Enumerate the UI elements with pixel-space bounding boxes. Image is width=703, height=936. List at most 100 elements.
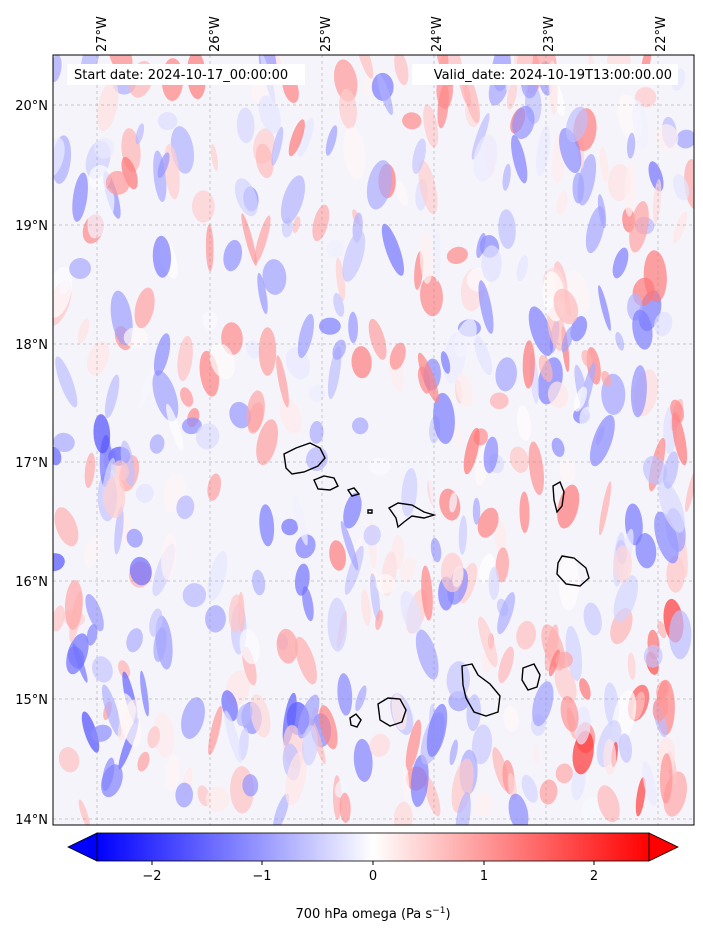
- omega-blob: [458, 515, 468, 555]
- omega-blob: [147, 726, 161, 749]
- omega-blob: [351, 346, 372, 379]
- omega-blob: [483, 436, 499, 474]
- omega-blob: [533, 746, 540, 766]
- colorbar-tick-label: 0: [369, 869, 377, 884]
- omega-blob: [415, 629, 439, 680]
- omega-blob: [195, 423, 220, 450]
- omega-blob: [400, 556, 416, 584]
- omega-blob: [242, 774, 259, 797]
- omega-blob: [627, 132, 636, 159]
- omega-blob: [343, 492, 362, 529]
- omega-blob: [474, 791, 493, 816]
- omega-blob: [319, 705, 338, 750]
- omega-blob: [478, 616, 498, 668]
- omega-blob: [433, 392, 455, 444]
- omega-blob: [137, 751, 150, 772]
- omega-blob: [676, 129, 694, 149]
- omega-blob: [652, 695, 669, 722]
- omega-blob: [421, 565, 433, 621]
- omega-blob: [498, 646, 514, 684]
- omega-blob: [629, 201, 649, 253]
- omega-blob: [597, 194, 607, 229]
- omega-blob: [255, 143, 274, 179]
- omega-blob: [353, 738, 373, 782]
- omega-blob: [497, 592, 516, 635]
- omega-blob: [126, 528, 143, 548]
- omega-blob: [339, 792, 351, 823]
- coastlines: [283, 442, 590, 728]
- omega-blob: [426, 703, 448, 757]
- omega-blob: [207, 551, 228, 602]
- colorbar-label-unit-exponent: −1: [432, 906, 445, 916]
- omega-blob: [250, 694, 271, 738]
- omega-blob: [580, 797, 603, 825]
- omega-blob: [555, 763, 573, 784]
- omega-blob: [333, 292, 345, 317]
- omega-blob: [653, 311, 673, 337]
- omega-blob: [454, 420, 462, 450]
- omega-blob: [234, 178, 258, 217]
- omega-blob: [613, 575, 639, 623]
- omega-blob: [528, 441, 544, 496]
- colorbar-label: 700 hPa omega (Pa s−1): [295, 906, 450, 922]
- omega-blob: [656, 124, 679, 151]
- island-santiago: [461, 663, 501, 717]
- colorbar-gradient: [97, 833, 649, 861]
- colorbar-ticks: −2 −1 0 1 2: [142, 861, 598, 884]
- omega-blob: [105, 170, 130, 195]
- omega-blob: [560, 695, 579, 732]
- omega-blob: [327, 597, 348, 652]
- omega-blob: [205, 224, 214, 272]
- omega-blob: [326, 239, 344, 259]
- omega-blob: [153, 333, 171, 376]
- lat-tick-label: 16°N: [15, 575, 48, 590]
- omega-blob: [449, 492, 458, 513]
- omega-blob: [93, 414, 111, 454]
- omega-blob: [53, 432, 75, 453]
- omega-blob: [452, 565, 464, 588]
- omega-blob: [301, 725, 318, 766]
- omega-blob: [389, 342, 406, 370]
- colorbar-tick-label: −1: [252, 869, 271, 884]
- omega-blob: [473, 134, 498, 182]
- omega-blob: [223, 239, 243, 272]
- island-sal: [552, 480, 565, 514]
- omega-blob: [292, 494, 308, 546]
- omega-blob: [642, 761, 657, 807]
- omega-blob: [612, 247, 629, 279]
- omega-blob: [561, 326, 574, 353]
- omega-blob: [333, 59, 358, 102]
- island-santo-antao: [283, 442, 326, 475]
- omega-blob: [454, 318, 477, 358]
- omega-blob: [366, 160, 393, 210]
- omega-blob: [338, 88, 358, 129]
- omega-blob: [72, 643, 88, 683]
- omega-blob: [670, 399, 684, 423]
- omega-blob: [166, 403, 184, 452]
- omega-blob: [337, 673, 353, 716]
- omega-blob: [54, 507, 79, 547]
- omega-blob: [419, 232, 433, 284]
- omega-blob: [375, 609, 383, 631]
- omega-blob: [58, 747, 80, 773]
- omega-blob: [363, 75, 374, 96]
- omega-blob: [669, 610, 692, 660]
- omega-blob: [256, 419, 279, 466]
- omega-blob: [101, 684, 122, 737]
- omega-blob: [355, 55, 374, 79]
- gridlines: [53, 55, 694, 825]
- omega-blob: [394, 55, 409, 86]
- omega-blob: [551, 437, 565, 457]
- omega-blob: [239, 629, 260, 665]
- omega-blob: [126, 628, 143, 653]
- omega-blob: [351, 417, 369, 435]
- lat-tick-label: 17°N: [15, 456, 48, 471]
- omega-blob: [449, 739, 458, 766]
- omega-blob: [508, 793, 529, 825]
- omega-blob: [177, 335, 193, 382]
- colorbar-tick-label: 2: [590, 869, 598, 884]
- omega-blob: [309, 421, 324, 444]
- lon-tick-label: 27°W: [95, 16, 110, 52]
- omega-blob: [53, 446, 62, 466]
- omega-blob: [207, 473, 222, 501]
